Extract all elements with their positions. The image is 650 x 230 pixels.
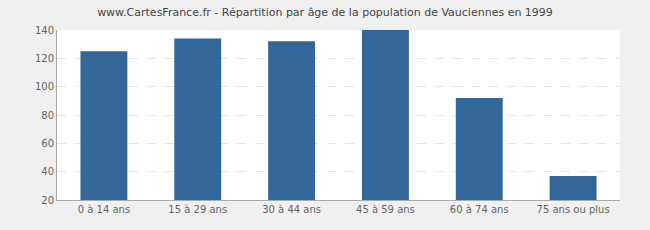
svg-text:75 ans ou plus: 75 ans ou plus (537, 204, 610, 215)
svg-text:0 à 14 ans: 0 à 14 ans (78, 204, 130, 215)
svg-text:80: 80 (41, 110, 54, 121)
svg-text:45 à 59 ans: 45 à 59 ans (356, 204, 415, 215)
svg-text:100: 100 (35, 81, 54, 92)
svg-text:60 à 74 ans: 60 à 74 ans (450, 204, 509, 215)
svg-text:140: 140 (35, 25, 54, 36)
svg-text:30 à 44 ans: 30 à 44 ans (262, 204, 321, 215)
svg-text:60: 60 (41, 138, 54, 149)
svg-text:40: 40 (41, 166, 54, 177)
svg-text:www.CartesFrance.fr - Répartit: www.CartesFrance.fr - Répartition par âg… (97, 6, 553, 19)
svg-text:120: 120 (35, 53, 54, 64)
svg-text:20: 20 (41, 195, 54, 206)
svg-text:15 à 29 ans: 15 à 29 ans (168, 204, 227, 215)
